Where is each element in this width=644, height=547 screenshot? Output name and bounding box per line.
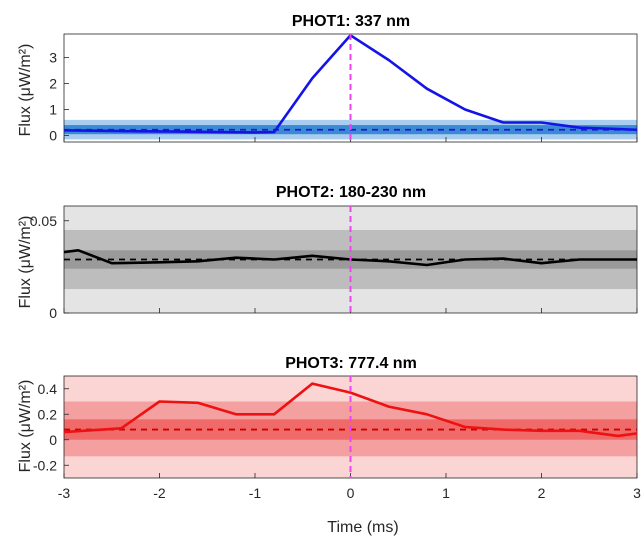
y-axis-label: Flux (μW/m²): [17, 216, 34, 309]
y-tick-label: 1: [49, 101, 57, 117]
y-tick-label: -0.2: [33, 457, 57, 473]
y-ticks: 0 1 2 3: [49, 49, 69, 143]
x-axis-label: Time (ms): [327, 519, 398, 536]
panel-title: PHOT1: 337 nm: [292, 13, 410, 30]
y-ticks: 00.05: [30, 213, 69, 321]
x-tick-label: -1: [249, 485, 262, 501]
y-tick-label: 2: [49, 75, 57, 91]
y-tick-label: 0: [49, 127, 57, 143]
y-tick-label: 3: [49, 49, 57, 65]
series-polyline: [63, 382, 638, 438]
y-axis-label: Flux (μW/m²): [17, 44, 34, 137]
x-tick-label: 2: [538, 485, 546, 501]
panel-phot1: PHOT1: 337 nm Flux (μW/m²) 0 1 2 3: [17, 13, 638, 143]
panel-phot2: PHOT2: 180-230 nm Flux (μW/m²) 00.05: [17, 184, 638, 321]
y-tick-label: 0.05: [30, 213, 57, 229]
x-tick-label: 1: [442, 485, 450, 501]
x-tick-label: -3: [58, 485, 71, 501]
x-tick-label: 3: [633, 485, 641, 501]
panel-title: PHOT2: 180-230 nm: [276, 184, 426, 201]
y-tick-label: 0: [49, 305, 57, 321]
series-line: [63, 382, 638, 438]
panel-phot3: PHOT3: 777.4 nm Flux (μW/m²) -0.2 0 0.2 0.4…: [17, 355, 641, 536]
y-tick-label: 0.2: [38, 406, 58, 422]
x-tick-label: 0: [347, 485, 355, 501]
x-ticks: -3 -2 -1 0 1 2 3: [58, 473, 641, 501]
y-tick-label: 0: [49, 432, 57, 448]
panel-title: PHOT3: 777.4 nm: [285, 355, 417, 372]
y-axis-label: Flux (μW/m²): [17, 380, 34, 473]
y-tick-label: 0.4: [38, 381, 58, 397]
y-ticks: -0.2 0 0.2 0.4: [33, 381, 69, 473]
x-tick-label: -2: [153, 485, 166, 501]
